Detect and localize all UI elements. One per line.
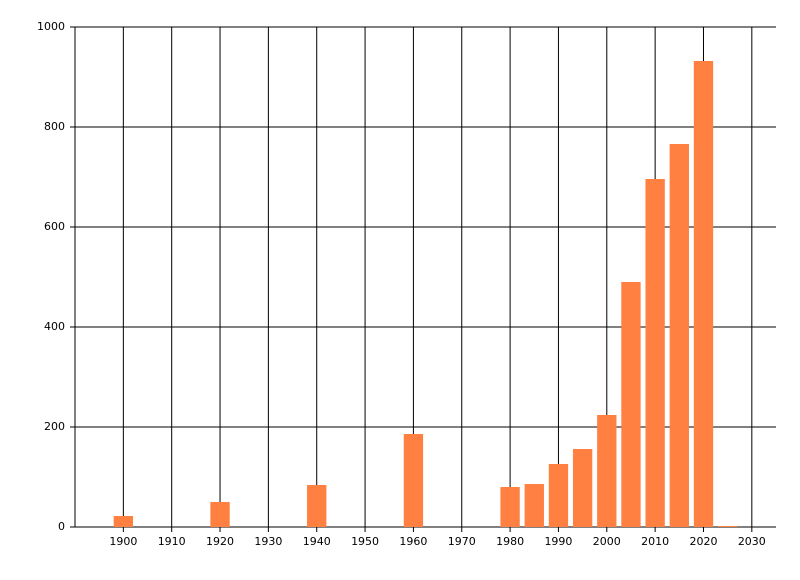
x-tick-label: 2000 (593, 535, 621, 548)
bar (693, 61, 714, 527)
bar (113, 516, 134, 527)
x-tick-label: 1920 (206, 535, 234, 548)
bar (645, 179, 665, 527)
x-tick-label: 1970 (448, 535, 476, 548)
y-tick-label: 1000 (37, 20, 65, 33)
y-tick-label: 0 (58, 520, 65, 533)
bar (307, 485, 327, 527)
bar (669, 144, 689, 527)
bar (572, 449, 593, 527)
y-tick-label: 800 (44, 120, 65, 133)
x-tick-label: 1930 (254, 535, 282, 548)
y-tick-label: 200 (44, 420, 65, 433)
bar (210, 502, 230, 527)
x-tick-label: 1940 (303, 535, 331, 548)
x-tick-label: 2030 (738, 535, 766, 548)
bar (597, 415, 617, 527)
bar (621, 282, 641, 527)
x-tick-label: 2020 (689, 535, 717, 548)
bar (717, 526, 738, 527)
x-tick-label: 1910 (158, 535, 186, 548)
y-tick-label: 600 (44, 220, 65, 233)
bar (403, 434, 424, 527)
bar (524, 484, 544, 527)
x-tick-label: 1960 (399, 535, 427, 548)
x-tick-label: 2010 (641, 535, 669, 548)
x-tick-label: 1900 (109, 535, 137, 548)
bar (548, 464, 569, 527)
x-tick-label: 1990 (544, 535, 572, 548)
x-tick-label: 1950 (351, 535, 379, 548)
x-tick-label: 1980 (496, 535, 524, 548)
y-tick-label: 400 (44, 320, 65, 333)
bar (500, 487, 520, 527)
